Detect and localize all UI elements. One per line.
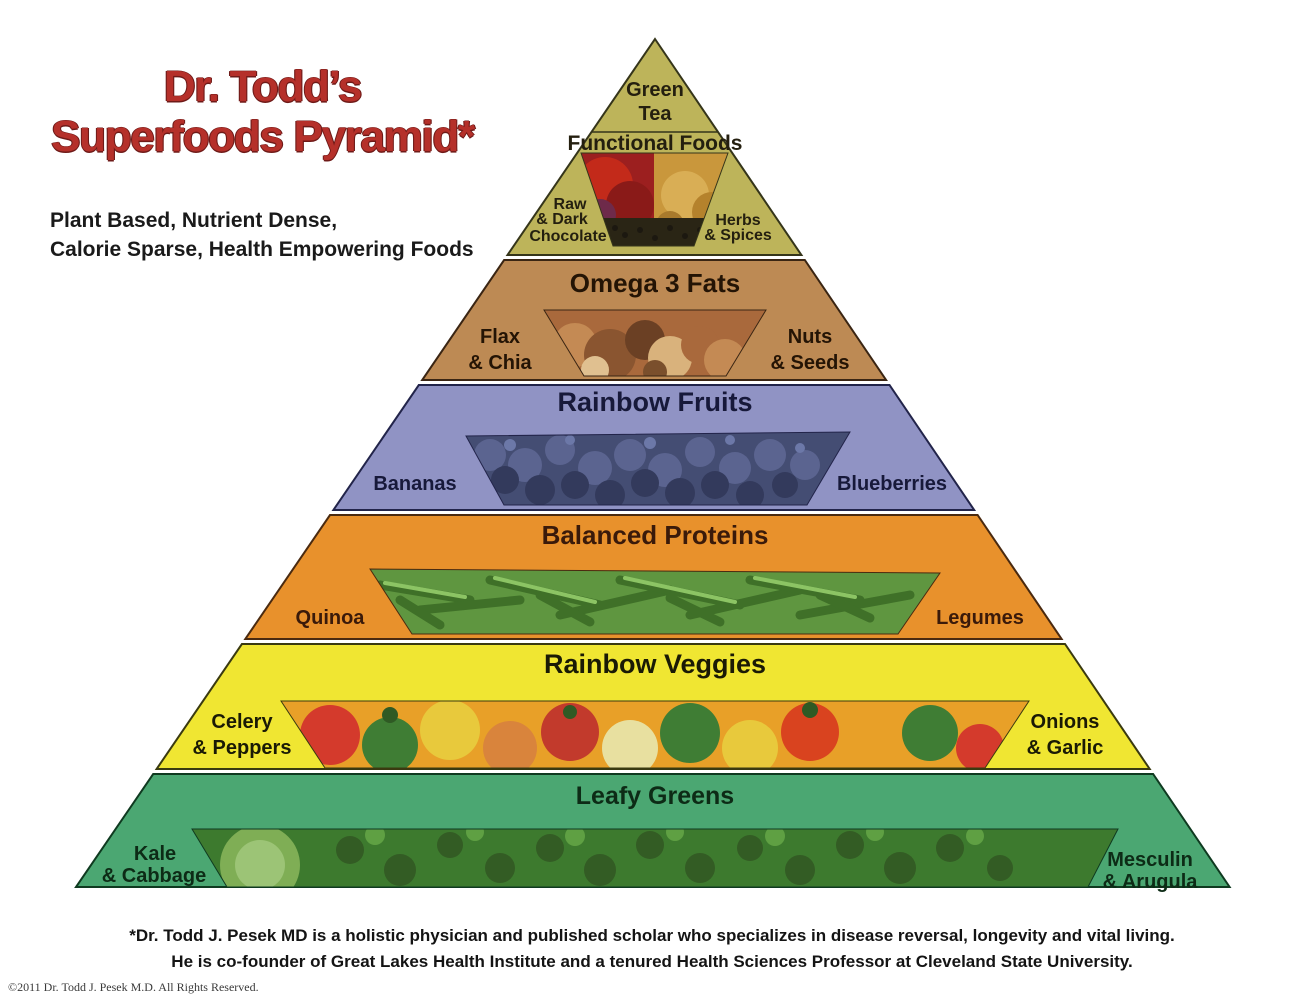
svg-text:& Garlic: & Garlic bbox=[1027, 737, 1104, 759]
svg-text:& Cabbage: & Cabbage bbox=[102, 865, 206, 887]
svg-text:Kale: Kale bbox=[134, 843, 176, 865]
svg-text:Balanced Proteins: Balanced Proteins bbox=[542, 520, 769, 550]
svg-text:Rainbow Fruits: Rainbow Fruits bbox=[558, 387, 753, 417]
svg-text:Functional Foods: Functional Foods bbox=[568, 132, 743, 155]
svg-text:Mesculin: Mesculin bbox=[1107, 849, 1193, 871]
svg-text:Tea: Tea bbox=[639, 103, 673, 125]
svg-text:Chocolate: Chocolate bbox=[529, 228, 606, 245]
svg-text:& Seeds: & Seeds bbox=[771, 352, 850, 374]
svg-text:Green: Green bbox=[626, 79, 684, 101]
svg-text:Legumes: Legumes bbox=[936, 607, 1024, 629]
svg-text:Onions: Onions bbox=[1031, 711, 1100, 733]
svg-text:& Spices: & Spices bbox=[704, 227, 772, 244]
svg-text:Celery: Celery bbox=[211, 711, 273, 733]
svg-text:Nuts: Nuts bbox=[788, 326, 832, 348]
svg-text:Leafy Greens: Leafy Greens bbox=[576, 782, 734, 810]
svg-text:& Arugula: & Arugula bbox=[1103, 871, 1199, 893]
svg-text:Omega 3 Fats: Omega 3 Fats bbox=[570, 268, 741, 298]
svg-text:& Chia: & Chia bbox=[468, 352, 532, 374]
svg-text:Flax: Flax bbox=[480, 326, 520, 348]
svg-text:Bananas: Bananas bbox=[373, 473, 456, 495]
svg-text:Blueberries: Blueberries bbox=[837, 473, 947, 495]
svg-text:Quinoa: Quinoa bbox=[296, 607, 366, 629]
svg-text:& Peppers: & Peppers bbox=[193, 737, 292, 759]
svg-text:& Dark: & Dark bbox=[536, 211, 588, 228]
svg-text:Rainbow Veggies: Rainbow Veggies bbox=[544, 649, 766, 679]
